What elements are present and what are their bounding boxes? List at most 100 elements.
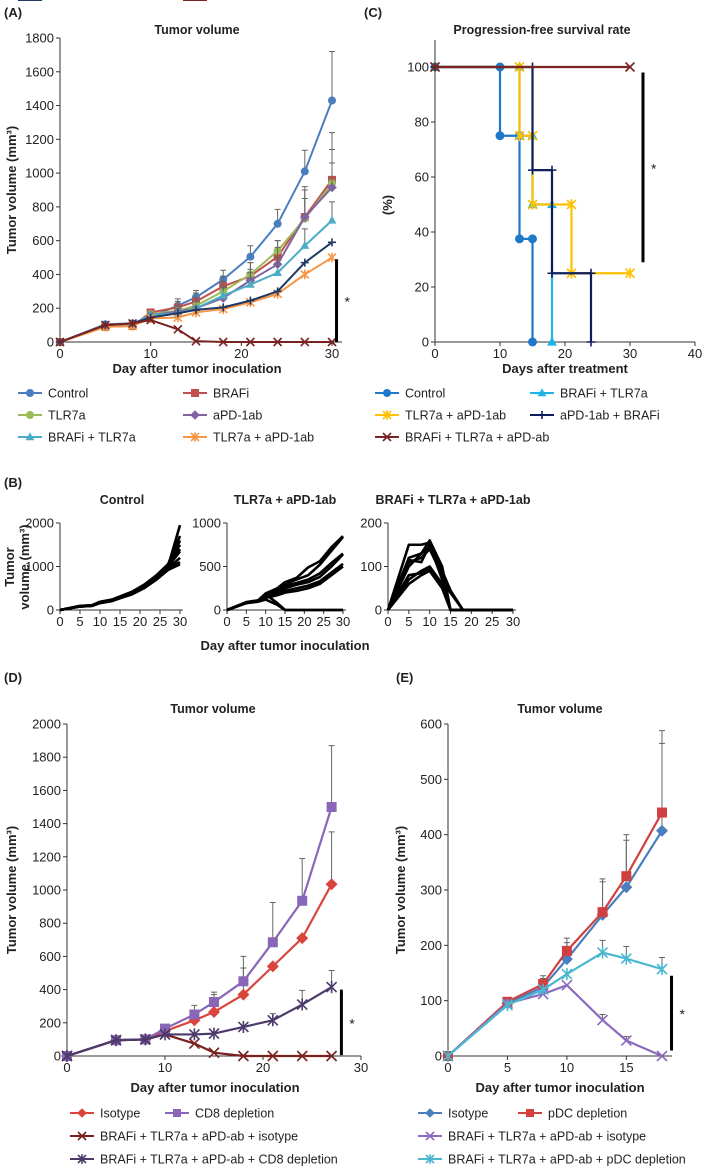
panel-b2-title: TLR7a + aPD-1ab — [234, 493, 337, 507]
legend-label: TLR7a — [48, 409, 86, 423]
series-line — [59, 179, 333, 343]
x-tick-label: 10 — [258, 614, 272, 629]
x-tick-label: 20 — [256, 1060, 270, 1075]
panel-d-ylabel: Tumor volume (mm³) — [4, 826, 19, 954]
data-point — [624, 267, 636, 279]
data-point — [208, 1047, 220, 1059]
x-tick-label: 15 — [113, 614, 127, 629]
legend-label: BRAFi + TLR7a — [48, 431, 136, 445]
data-point — [61, 1050, 73, 1062]
data-point — [159, 1028, 171, 1041]
y-tick-label: 1600 — [32, 783, 61, 798]
panel-a-ylabel: Tumor volume (mm³) — [4, 126, 19, 254]
series-line — [59, 182, 333, 343]
y-tick-label: 400 — [39, 982, 61, 997]
y-tick-label: 40 — [415, 225, 429, 240]
data-point — [326, 981, 338, 994]
data-point — [327, 337, 337, 347]
series-line — [435, 65, 534, 342]
data-point — [620, 881, 633, 894]
y-tick-label: 1000 — [25, 166, 54, 181]
x-tick-label: 10 — [422, 614, 436, 629]
legend-label: Isotype — [448, 1107, 488, 1121]
series-line — [59, 563, 181, 612]
y-tick-label: 0 — [54, 1049, 61, 1064]
series-7 — [386, 565, 513, 612]
series-4 — [59, 548, 182, 612]
legend-item: BRAFi + TLR7a + aPD-ab + isotype — [70, 1130, 298, 1144]
data-point — [515, 234, 524, 244]
series-brafi-tlr7a-apd-ab-cd8-depletion — [61, 970, 338, 1062]
panel-c-ylabel: (%) — [380, 195, 395, 215]
y-tick-label: 0 — [214, 603, 221, 618]
legend-label: Isotype — [100, 1107, 140, 1121]
data-point — [566, 199, 577, 210]
data-point — [328, 238, 336, 247]
data-point — [527, 199, 538, 210]
legend-marker-star-icon — [382, 410, 392, 420]
x-tick-label: 10 — [158, 1060, 172, 1075]
x-tick-label: 30 — [506, 614, 520, 629]
data-point — [173, 309, 182, 318]
legend-marker-circle-icon — [26, 411, 34, 419]
data-point — [547, 268, 557, 278]
legend-marker-x-icon — [382, 432, 392, 442]
legend-item: BRAFi — [183, 387, 249, 401]
panel-c-xlabel: Days after treatment — [502, 361, 628, 376]
series-line — [447, 830, 663, 1057]
x-tick-label: 10 — [493, 346, 507, 361]
legend-item: pDC depletion — [518, 1107, 627, 1121]
legend-label: BRAFi + TLR7a + aPD-ab — [213, 0, 357, 3]
x-tick-label: 30 — [623, 346, 637, 361]
y-tick-label: 100 — [360, 559, 382, 574]
data-point — [537, 983, 549, 996]
y-tick-label: 1400 — [32, 816, 61, 831]
data-point — [596, 1014, 609, 1026]
data-point — [273, 287, 282, 296]
data-point — [300, 269, 310, 280]
series-line — [386, 565, 513, 612]
data-point — [624, 61, 636, 73]
legend-label: BRAFi + TLR7a + aPD-ab + isotype — [100, 1130, 298, 1144]
data-point — [245, 337, 255, 347]
data-point — [237, 1050, 249, 1062]
legend-item: BRAFi + TLR7a — [530, 387, 648, 401]
y-tick-label: 1200 — [32, 849, 61, 864]
series-line — [59, 548, 182, 612]
panel-label-b: (B) — [4, 475, 22, 490]
x-tick-label: 15 — [619, 1060, 633, 1075]
error-bar — [329, 51, 335, 101]
error-bar — [299, 857, 306, 901]
panel-b3-title: BRAFi + TLR7a + aPD-1ab — [376, 493, 531, 507]
legend-label: BRAFi + TLR7a + aPD-ab + pDC depletion — [448, 1153, 686, 1167]
y-tick-label: 400 — [32, 267, 54, 282]
x-tick-label: 30 — [173, 614, 187, 629]
data-point — [326, 1050, 338, 1062]
data-point — [273, 219, 282, 228]
legend-item: TLR7a + aPD-1ab — [375, 409, 506, 423]
series-line — [226, 593, 343, 612]
series-isotype — [442, 742, 668, 1062]
data-point — [110, 1034, 122, 1047]
data-point — [586, 268, 596, 278]
legend-marker-diamond-icon — [190, 410, 200, 420]
legend-label: aPD-1ab + BRAFi — [560, 409, 660, 423]
error-bar — [599, 878, 606, 913]
data-point — [327, 215, 337, 224]
data-point — [528, 165, 537, 175]
plots: 0 10 20 30020040060080010001200140016001800… — [18, 0, 702, 1167]
panel-e-xlabel: Day after tumor inoculation — [475, 1080, 644, 1095]
data-point — [273, 337, 283, 347]
series-brafi-tlr7a-apd-ab — [429, 61, 636, 73]
data-point — [327, 182, 337, 193]
y-tick-label: 100 — [407, 60, 429, 75]
x-tick-label: 5 — [504, 1060, 511, 1075]
data-point — [267, 1014, 279, 1027]
series-line — [59, 219, 333, 343]
legend-marker-star-icon — [190, 432, 200, 442]
y-tick-label: 1000 — [25, 559, 54, 574]
data-point — [297, 895, 308, 906]
legend-label: BRAFi + TLR7a + aPD-ab + CD8 depletion — [100, 1153, 338, 1167]
data-point — [188, 1037, 200, 1050]
